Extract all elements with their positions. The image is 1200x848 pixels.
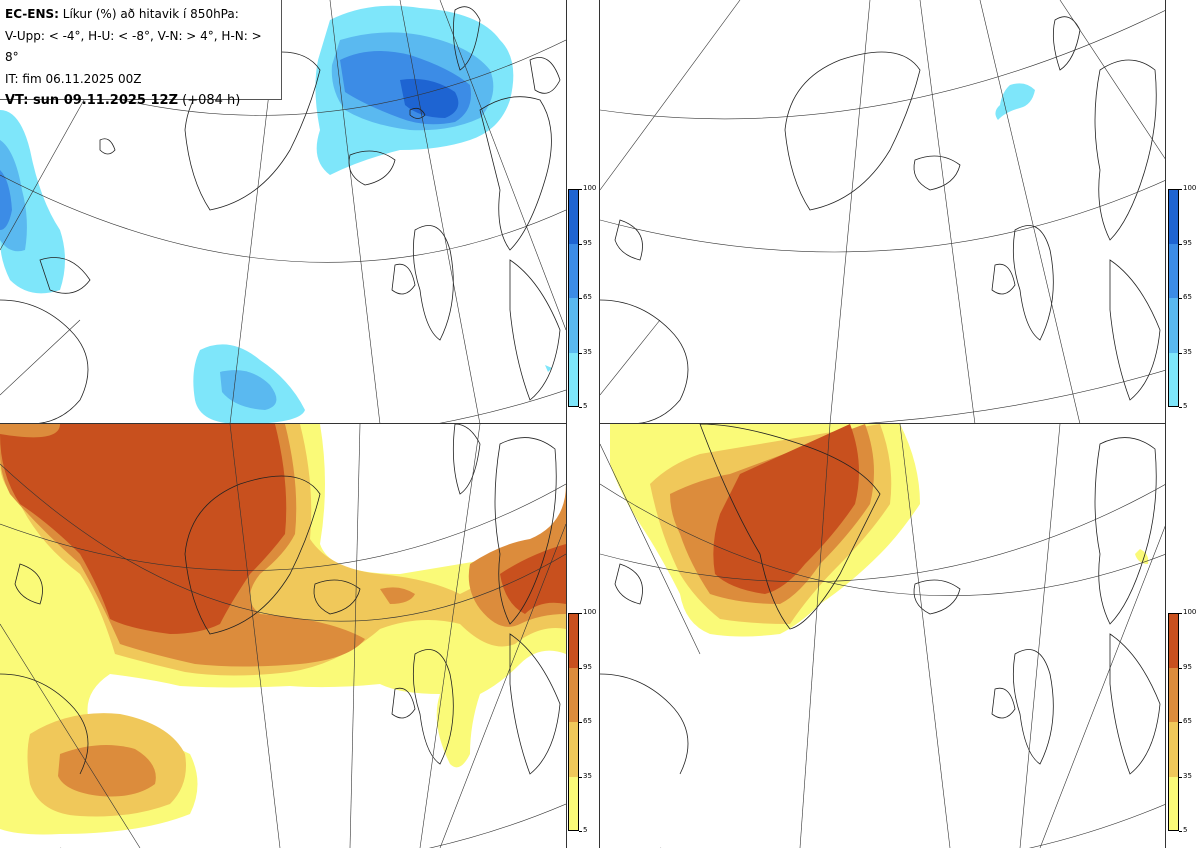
map-canvas	[0, 424, 566, 848]
colorbar-tick-label: 5	[1183, 826, 1188, 834]
graticule	[0, 424, 566, 848]
colorbar-tick-mark	[579, 613, 582, 614]
probability-fill	[610, 424, 1149, 637]
colorbar-tick-label: 100	[1183, 608, 1197, 616]
panel-divider-horizontal	[0, 423, 566, 424]
colorbar-tick-label: 95	[583, 662, 592, 671]
coastlines	[600, 424, 1161, 775]
colorbar-tick-mark	[1179, 189, 1182, 190]
panel-divider-vertical	[1165, 0, 1166, 848]
colorbar-tick-label: 100	[583, 608, 597, 616]
colorbar-segment	[568, 667, 579, 722]
colorbar-tick-label: 65	[1183, 293, 1192, 301]
colorbar-tick-mark	[579, 831, 582, 832]
legend-init-time: IT: fim 06.11.2025 00Z	[5, 71, 142, 86]
map-panel-h-u: 100 95 65 35 5	[600, 0, 1196, 424]
probability-fill	[0, 5, 552, 424]
colorbar-segment	[1168, 722, 1179, 777]
colorbar-tick-mark	[579, 667, 582, 669]
map-panel-h-n: 100 95 65 35 5	[600, 424, 1196, 848]
map-legend-box: EC-ENS: Líkur (%) að hitavik í 850hPa: V…	[0, 0, 282, 108]
colorbar-cold: 100 95 65 35 5	[568, 184, 598, 410]
colorbar-tick-mark	[579, 352, 582, 354]
colorbar-tick-mark	[1179, 407, 1182, 408]
map-canvas	[0, 0, 566, 424]
probability-fill	[995, 83, 1035, 120]
colorbar-frame	[568, 189, 579, 407]
colorbar-tick-mark	[1179, 613, 1182, 614]
colorbar-tick-label: 35	[1183, 771, 1192, 780]
colorbar-tick-mark	[1179, 667, 1182, 669]
colorbar-tick-label: 35	[1183, 347, 1192, 356]
colorbar-segment	[568, 243, 579, 298]
colorbar-tick-mark	[579, 243, 582, 245]
legend-title-line: EC-ENS: Líkur (%) að hitavik í 850hPa:	[5, 7, 239, 21]
colorbar-tick-label: 95	[583, 238, 592, 247]
colorbar-segment	[1168, 667, 1179, 722]
probability-fill	[0, 424, 566, 835]
colorbar-segment	[1168, 189, 1179, 244]
colorbar-segment	[568, 352, 579, 407]
colorbar-tick-mark	[1179, 831, 1182, 832]
colorbar-tick-label: 95	[1183, 238, 1192, 247]
colorbar-tick-label: 65	[583, 293, 592, 301]
colorbar-tick-label: 35	[583, 347, 592, 356]
colorbar-tick-mark	[579, 189, 582, 190]
colorbar-tick-label: 5	[583, 402, 588, 410]
colorbar-frame	[568, 613, 579, 831]
colorbar-segment	[568, 298, 579, 353]
colorbar-tick-mark	[1179, 298, 1182, 299]
colorbar-segment	[1168, 352, 1179, 407]
colorbar-tick-mark	[1179, 776, 1182, 778]
colorbar-segment	[568, 722, 579, 777]
coastlines	[0, 424, 561, 775]
map-panel-v-n: 100 95 65 35 5	[0, 424, 596, 848]
colorbar-tick-label: 100	[1183, 184, 1197, 192]
panel-divider-vertical	[599, 0, 600, 848]
colorbar-warm: 100 95 65 35 5	[568, 608, 598, 834]
colorbar-tick-label: 35	[583, 771, 592, 780]
colorbar-tick-mark	[1179, 243, 1182, 245]
colorbar-segment	[568, 613, 579, 668]
colorbar-tick-label: 65	[583, 717, 592, 725]
map-canvas	[600, 424, 1166, 848]
colorbar-segment	[568, 189, 579, 244]
colorbar-frame	[1168, 189, 1179, 407]
panel-divider-horizontal	[600, 423, 1166, 424]
colorbar-tick-mark	[579, 407, 582, 408]
coastlines	[600, 16, 1161, 424]
colorbar-tick-mark	[1179, 352, 1182, 354]
colorbar-tick-label: 100	[583, 184, 597, 192]
colorbar-tick-mark	[1179, 722, 1182, 723]
colorbar-frame	[1168, 613, 1179, 831]
colorbar-segment	[1168, 613, 1179, 668]
legend-thresholds-line: V-Upp: < -4°, H-U: < -8°, V-N: > 4°, H-N…	[5, 28, 262, 65]
colorbar-segment	[1168, 243, 1179, 298]
colorbar-segment	[1168, 776, 1179, 831]
colorbar-tick-mark	[579, 776, 582, 778]
colorbar-tick-mark	[579, 722, 582, 723]
graticule	[600, 424, 1166, 848]
colorbar-tick-label: 5	[1183, 402, 1188, 410]
panel-divider-vertical	[566, 0, 567, 848]
colorbar-segment	[568, 776, 579, 831]
colorbar-tick-mark	[579, 298, 582, 299]
colorbar-segment	[1168, 298, 1179, 353]
map-panel-v-upp: 100 95 65 35 5	[0, 0, 596, 424]
colorbar-tick-label: 95	[1183, 662, 1192, 671]
legend-valid-time: VT: sun 09.11.2025 12Z (+084 h)	[5, 93, 241, 108]
colorbar-tick-label: 5	[583, 826, 588, 834]
colorbar-cold: 100 95 65 35 5	[1168, 184, 1198, 410]
map-canvas	[600, 0, 1166, 424]
colorbar-tick-label: 65	[1183, 717, 1192, 725]
graticule	[600, 0, 1166, 424]
colorbar-warm: 100 95 65 35 5	[1168, 608, 1198, 834]
